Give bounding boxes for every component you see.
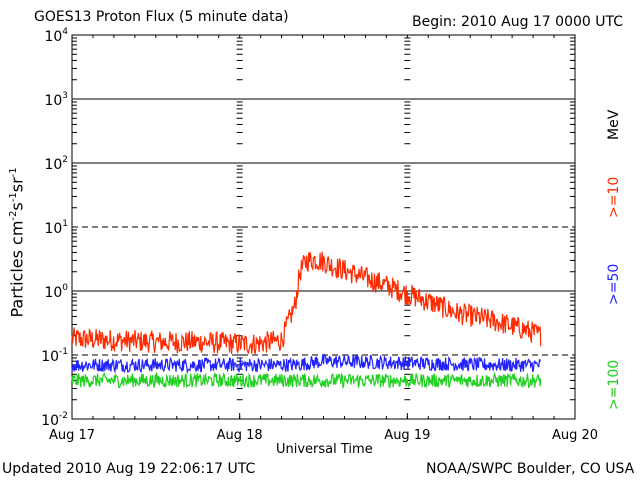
x-axis-label: Universal Time <box>276 442 373 457</box>
y-tick-label: 10-1 <box>41 347 68 365</box>
legend-100mev: >=100 <box>606 359 622 410</box>
legend-10mev: >=10 <box>606 176 622 218</box>
y-tick-label: 10-2 <box>41 411 68 429</box>
series-line-0 <box>71 251 542 355</box>
x-tick-label: Aug 20 <box>552 428 598 443</box>
y-tick-label: 102 <box>44 155 68 173</box>
series-line-1 <box>71 353 541 374</box>
y-axis-label: Particles cm-2s-1sr-1 <box>7 167 27 318</box>
x-tick-label: Aug 18 <box>217 428 263 443</box>
legend-unit: MeV <box>606 109 622 140</box>
chart-title: GOES13 Proton Flux (5 minute data) <box>34 9 289 25</box>
y-tick-label: 103 <box>44 91 68 109</box>
y-tick-label: 100 <box>44 283 68 301</box>
x-tick-label: Aug 19 <box>384 428 430 443</box>
legend-50mev: >=50 <box>606 263 622 305</box>
y-tick-label: 101 <box>44 219 68 237</box>
series-line-2 <box>71 371 542 390</box>
y-tick-label: 104 <box>44 27 68 45</box>
credit-text: NOAA/SWPC Boulder, CO USA <box>426 461 635 477</box>
updated-timestamp: Updated 2010 Aug 19 22:06:17 UTC <box>2 461 256 477</box>
begin-date: Begin: 2010 Aug 17 0000 UTC <box>412 14 623 30</box>
x-tick-label: Aug 17 <box>49 428 95 443</box>
